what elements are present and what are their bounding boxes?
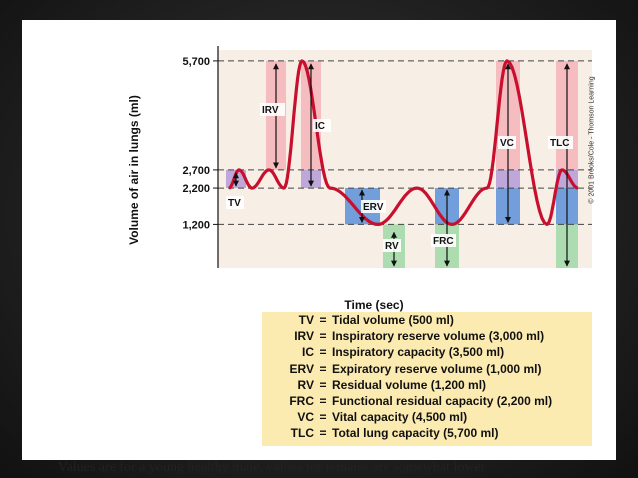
footnote: Values are for a young healthy male, val… [58,460,486,475]
legend-equals: = [319,313,327,328]
legend-desc: Functional residual capacity (2,200 ml) [332,394,553,409]
legend-equals: = [319,377,327,392]
y-tick-label: 5,700 [182,56,210,68]
legend-row: IRV = Inspiratory reserve volume (3,000 ml… [262,328,592,344]
legend-box: TV = Tidal volume (500 ml) IRV = Inspiratory … [262,312,592,446]
legend-abbr: FRC [289,394,314,409]
legend-abbr: IC [302,345,314,360]
x-axis-label: Time (sec) [344,298,404,312]
legend-desc: Tidal volume (500 ml) [332,313,454,328]
legend-desc: Residual volume (1,200 ml) [332,377,487,392]
volume-label-bg [431,234,456,247]
volume-label: IC [315,121,325,132]
volume-label-bg [361,200,386,213]
legend-equals: = [319,410,327,425]
volume-label: FRC [433,236,454,247]
legend-desc: Inspiratory capacity (3,500 ml) [332,345,505,360]
volume-label-bg [498,136,516,149]
copyright-credit: © 2001 Brooks/Cole - Thomson Learning [588,76,596,204]
legend-equals: = [319,329,327,344]
legend-desc: Vital capacity (4,500 ml) [332,410,468,425]
volume-label-bg [383,239,401,252]
legend-desc: Inspiratory reserve volume (3,000 ml) [332,329,545,344]
y-axis-label: Volume of air in lungs (ml) [127,95,141,245]
legend-row: TLC = Total lung capacity (5,700 ml) [262,425,592,441]
legend-equals: = [319,361,327,376]
volume-label: TLC [550,138,569,149]
legend-row: ERV = Expiratory reserve volume (1,000 ml) [262,361,592,377]
volume-label: RV [385,241,399,252]
legend-row: TV = Tidal volume (500 ml) [262,312,592,328]
legend-abbr: TV [298,313,314,328]
y-tick-label: 2,200 [182,183,210,195]
legend-row: IC = Inspiratory capacity (3,500 ml) [262,344,592,360]
legend-desc: Total lung capacity (5,700 ml) [332,426,499,441]
volume-label: ERV [363,202,384,213]
legend-equals: = [319,345,327,360]
legend-row: VC = Vital capacity (4,500 ml) [262,409,592,425]
slide: 5,700 2,700 2,200 1,200 TV IRV IC ERV RV FRC VC TLC… [22,20,616,475]
volume-label-bg [313,119,331,132]
volume-label-bg [260,103,285,116]
y-tick-label: 1,200 [182,219,210,231]
legend-row: RV = Residual volume (1,200 ml) [262,377,592,393]
legend-abbr: IRV [294,329,314,344]
legend-row: FRC = Functional residual capacity (2,200 … [262,393,592,409]
y-tick-label: 2,700 [182,165,210,177]
volume-label: TV [228,198,241,209]
legend-abbr: RV [297,377,314,392]
volume-label-bg [548,136,573,149]
volume-curve [228,59,579,226]
legend-abbr: VC [297,410,314,425]
legend-desc: Expiratory reserve volume (1,000 ml) [332,361,542,376]
volume-label: VC [500,138,514,149]
legend-equals: = [319,394,327,409]
volume-label-bg [226,196,244,210]
volume-label: IRV [262,105,279,116]
spirogram-chart: 5,700 2,700 2,200 1,200 TV IRV IC ERV RV FRC VC TLC [182,46,592,268]
legend-abbr: ERV [289,361,314,376]
legend-equals: = [319,426,327,441]
legend-abbr: TLC [290,426,314,441]
